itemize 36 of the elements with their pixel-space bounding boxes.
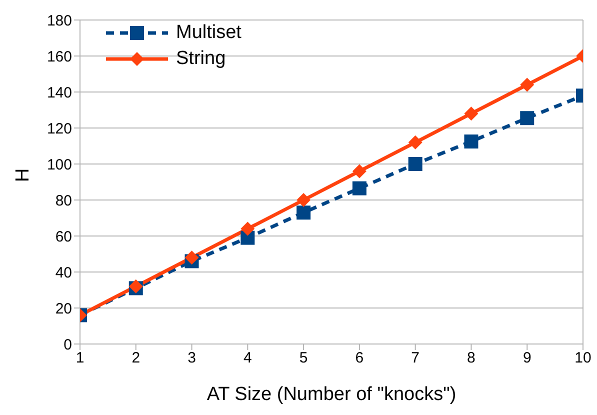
x-tick-label: 4	[243, 350, 252, 367]
y-tick-label: 20	[55, 300, 72, 318]
point	[408, 157, 422, 171]
y-tick-label: 140	[46, 84, 72, 102]
point	[464, 106, 478, 121]
y-tick-label: 100	[46, 156, 72, 174]
y-tick-label: 160	[46, 48, 72, 66]
legend-label: String	[176, 47, 226, 71]
y-tick-label: 120	[46, 120, 72, 138]
point	[352, 181, 366, 196]
x-tick-label: 5	[299, 350, 308, 367]
point	[296, 206, 311, 220]
x-tick-label: 6	[355, 350, 364, 367]
x-tick-label: 3	[188, 350, 196, 367]
y-axis-title: H	[12, 168, 34, 182]
point	[408, 135, 422, 150]
y-tick-label: 0	[64, 336, 72, 354]
x-tick-label: 2	[132, 350, 140, 367]
point	[520, 111, 534, 126]
point	[296, 193, 311, 207]
x-tick-label: 9	[522, 350, 532, 367]
x-axis-title: AT Size (Number of "knocks")	[206, 384, 456, 405]
point	[352, 164, 366, 178]
x-tick-label: 1	[76, 350, 84, 367]
legend-label: Multiset	[176, 21, 242, 45]
y-tick-label: 180	[46, 12, 72, 30]
point	[464, 134, 478, 148]
point	[520, 78, 534, 92]
point	[240, 222, 255, 236]
x-tick-label: 10	[574, 350, 592, 367]
x-tick-label: 7	[411, 350, 420, 367]
x-tick-label: 8	[467, 350, 476, 367]
point	[184, 250, 199, 265]
y-tick-label: 60	[55, 228, 72, 246]
y-tick-label: 80	[55, 192, 72, 210]
y-tick-label: 40	[55, 264, 72, 282]
